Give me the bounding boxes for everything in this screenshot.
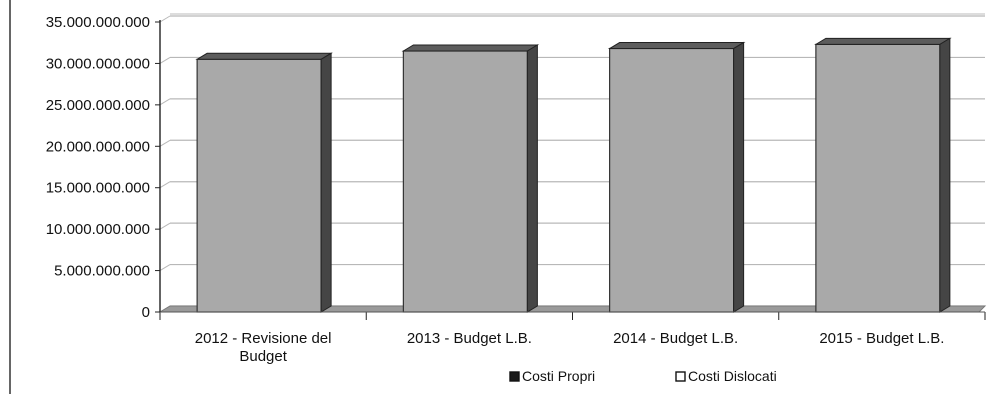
x-category-line: Budget [239, 348, 287, 365]
grid-diagonal-2 [159, 222, 171, 230]
y-tick-label-0: 0 [142, 304, 150, 321]
bar-top-2 [607, 42, 746, 50]
bar-top-0 [195, 52, 333, 60]
x-category-label-1: 2013 - Budget L.B. [407, 330, 532, 347]
x-category-line: 2012 - Revisione del [195, 330, 332, 347]
y-tick-label-2: 10.000.000.000 [46, 221, 150, 238]
y-axis-ticks: 0 5.000.000.000 10.000.000.000 15.000.000.0… [46, 14, 160, 321]
bars [195, 37, 952, 313]
y-tick-label-5: 25.000.000.000 [46, 97, 150, 114]
bar-side-1 [526, 44, 538, 313]
bar-front-3 [815, 43, 941, 313]
y-tick-label-7: 35.000.000.000 [46, 14, 150, 31]
bar-front-0 [196, 58, 322, 313]
bar-side-0 [320, 52, 332, 313]
y-tick-label-3: 15.000.000.000 [46, 180, 150, 197]
grid-diagonal-6 [159, 56, 171, 64]
frame-lines [9, 0, 985, 394]
grid-diagonal-1 [159, 264, 171, 272]
x-axis-labels: 2012 - Revisione del Budget 2013 - Budget … [159, 312, 986, 365]
bar-front-2 [609, 47, 735, 313]
bar-top-1 [401, 44, 540, 52]
grid-diagonal-7 [159, 15, 171, 23]
grid-diagonal-3 [159, 181, 171, 189]
bar-front-1 [402, 50, 528, 313]
y-tick-label-4: 20.000.000.000 [46, 138, 150, 155]
grid-diagonal-5 [159, 98, 171, 106]
bar-side-3 [939, 37, 951, 313]
grid-diagonal-4 [159, 139, 171, 147]
bar-side-2 [733, 41, 745, 313]
x-category-line: 2015 - Budget L.B. [819, 330, 944, 347]
bar-top-3 [814, 37, 952, 45]
legend-swatch-0 [509, 371, 520, 382]
legend-label-0: Costi Propri [522, 368, 595, 384]
x-category-label-2: 2014 - Budget L.B. [613, 330, 738, 347]
legend-label-1: Costi Dislocati [688, 368, 777, 384]
y-tick-label-1: 5.000.000.000 [54, 263, 150, 280]
x-category-line: 2013 - Budget L.B. [407, 330, 532, 347]
legend: Costi Propri Costi Dislocati [509, 368, 777, 384]
legend-swatch-1 [675, 371, 686, 382]
x-category-line: 2014 - Budget L.B. [613, 330, 738, 347]
x-category-label-0: 2012 - Revisione del Budget [195, 330, 332, 365]
x-category-label-3: 2015 - Budget L.B. [819, 330, 944, 347]
y-tick-label-6: 30.000.000.000 [46, 55, 150, 72]
